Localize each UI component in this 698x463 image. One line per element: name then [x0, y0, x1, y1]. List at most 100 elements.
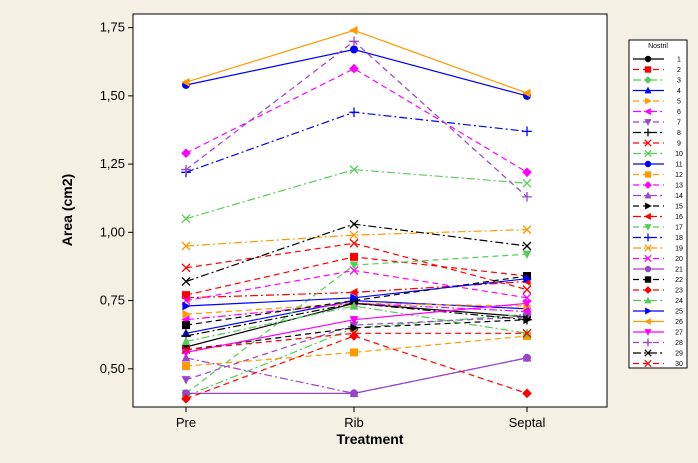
legend-label: 16: [675, 214, 683, 221]
legend-item-20: 20: [633, 254, 683, 263]
series-line-12: [185, 335, 528, 367]
legend-item-17: 17: [633, 224, 683, 232]
data-point-10-septal: [522, 178, 532, 188]
y-tick-label: 0,75: [100, 293, 125, 308]
data-point-19-pre: [181, 241, 191, 251]
data-point-9-rib: [349, 238, 359, 248]
legend-marker: [644, 233, 652, 242]
legend-item-10: 10: [633, 149, 683, 158]
data-point-5-pre: [182, 309, 191, 319]
legend-label: 22: [675, 277, 683, 284]
series-layer: [181, 25, 532, 404]
data-point-18-septal: [522, 126, 532, 137]
legend-marker: [644, 181, 652, 189]
data-point-18-rib: [349, 107, 359, 118]
series-22: [182, 272, 531, 330]
data-point-23-septal: [522, 388, 532, 399]
x-tick-label: Rib: [344, 415, 364, 430]
legend-label: 2: [677, 67, 681, 74]
series-23: [181, 331, 532, 404]
legend-item-30: 30: [633, 359, 683, 368]
legend-entries: 1234567891011121314151617181920212223242…: [633, 55, 683, 368]
y-tick-label: 0,50: [100, 361, 125, 376]
data-point-25-pre: [182, 301, 191, 311]
legend-item-19: 19: [633, 244, 683, 253]
legend-label: 18: [675, 235, 683, 242]
legend-label: 26: [675, 319, 683, 326]
legend-box: [628, 39, 688, 369]
legend-label: 9: [677, 141, 681, 148]
data-point-28-septal: [522, 192, 532, 202]
legend-label: 11: [675, 162, 682, 169]
legend-item-22: 22: [633, 276, 683, 284]
y-tick-label: 1,25: [100, 156, 125, 171]
legend-label: 4: [677, 88, 681, 95]
data-point-11-rib: [350, 45, 358, 54]
legend-label: 14: [675, 193, 683, 200]
legend-marker: [644, 119, 652, 126]
series-29: [181, 219, 532, 286]
data-point-17-rib: [349, 261, 359, 270]
data-point-30-pre: [181, 345, 191, 355]
legend-label: 21: [675, 267, 683, 274]
legend-label: 6: [677, 109, 681, 116]
y-tick-label: 1,75: [100, 20, 125, 35]
data-point-13-pre: [181, 148, 191, 158]
data-point-12-rib: [350, 348, 358, 357]
legend-marker: [645, 97, 652, 105]
legend-label: 25: [675, 309, 683, 316]
data-point-15-septal: [523, 315, 532, 325]
data-point-22-pre: [182, 321, 190, 330]
data-point-30-septal: [522, 328, 532, 338]
legend-marker: [644, 171, 652, 178]
data-point-21-pre: [182, 389, 190, 398]
legend-marker: [644, 212, 651, 221]
data-point-26-septal: [522, 88, 531, 98]
legend-marker: [644, 66, 652, 73]
legend-label: 7: [677, 120, 681, 127]
legend-marker: [644, 317, 651, 326]
legend-marker: [644, 244, 652, 252]
legend-marker: [645, 307, 652, 315]
legend-marker: [644, 149, 652, 158]
legend-marker: [644, 191, 652, 199]
plot-area: [132, 13, 608, 408]
series-28: [181, 36, 532, 202]
legend-title: Nostril: [648, 43, 668, 50]
legend-label: 8: [677, 130, 681, 137]
legend-label: 27: [675, 330, 683, 337]
series-20: [181, 266, 532, 306]
legend-label: 1: [677, 57, 681, 64]
legend-item-21: 21: [633, 265, 683, 274]
legend-item-23: 23: [633, 286, 683, 295]
series-line-7: [185, 316, 528, 381]
legend-item-28: 28: [633, 338, 683, 347]
data-point-7-pre: [181, 376, 191, 385]
legend-marker: [644, 359, 652, 368]
series-9: [181, 238, 532, 295]
legend-marker: [644, 55, 652, 63]
series-27: [181, 299, 532, 358]
y-tick-label: 1,50: [100, 88, 125, 103]
data-point-27-septal: [522, 299, 532, 309]
legend-marker: [644, 349, 652, 357]
series-26: [181, 25, 531, 98]
legend-label: 10: [675, 151, 683, 158]
legend-item-13: 13: [633, 181, 683, 190]
data-point-9-septal: [522, 285, 532, 295]
legend-label: 12: [675, 172, 683, 179]
series-30: [181, 328, 532, 355]
legend-marker: [644, 276, 652, 283]
legend-item-11: 11: [633, 160, 683, 169]
x-tick-label: Pre: [176, 415, 196, 430]
data-point-29-rib: [349, 219, 359, 229]
y-tick-label: 1,00: [100, 224, 125, 239]
legend-marker: [644, 107, 651, 116]
legend-label: 24: [675, 298, 683, 305]
data-point-13-rib: [349, 63, 359, 74]
series-10: [181, 165, 532, 224]
legend-item-14: 14: [633, 191, 683, 200]
data-point-2-pre: [182, 291, 190, 300]
legend-item-25: 25: [633, 307, 683, 316]
